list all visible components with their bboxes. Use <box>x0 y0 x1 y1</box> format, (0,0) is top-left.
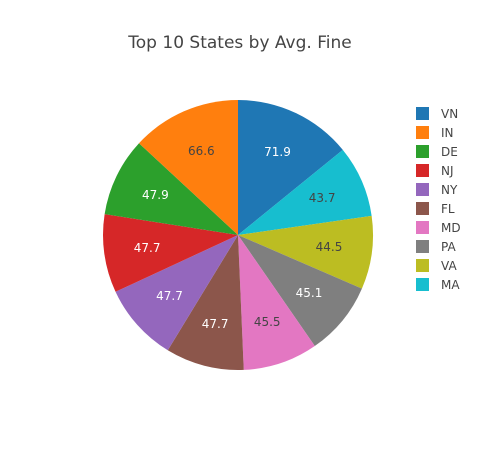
pie-slice-va[interactable] <box>238 215 373 289</box>
pie-slice-label-nj: 47.7 <box>134 241 161 255</box>
legend-swatch <box>416 278 429 291</box>
legend-item-va[interactable]: VA <box>416 256 480 275</box>
pie-slice-label-vn: 71.9 <box>264 145 291 159</box>
legend-swatch <box>416 240 429 253</box>
chart-title: Top 10 States by Avg. Fine <box>128 33 352 53</box>
pie-slice-vn[interactable] <box>238 100 343 235</box>
legend: VN IN DE NJ NY FL MD PA VA MA <box>416 104 480 294</box>
pie-slice-label-fl: 47.7 <box>202 317 229 331</box>
legend-label: FL <box>441 201 455 216</box>
legend-swatch <box>416 164 429 177</box>
legend-swatch <box>416 126 429 139</box>
legend-label: NY <box>441 182 458 197</box>
legend-item-nj[interactable]: NJ <box>416 161 480 180</box>
legend-swatch <box>416 221 429 234</box>
pie-slice-label-pa: 45.1 <box>296 286 323 300</box>
pie-slice-label-de: 47.9 <box>142 188 169 202</box>
legend-swatch <box>416 183 429 196</box>
pie-slice-in[interactable] <box>139 100 238 235</box>
legend-item-md[interactable]: MD <box>416 218 480 237</box>
legend-swatch <box>416 107 429 120</box>
legend-item-vn[interactable]: VN <box>416 104 480 123</box>
pie-slice-pa[interactable] <box>238 235 362 347</box>
legend-item-ny[interactable]: NY <box>416 180 480 199</box>
pie-slice-fl[interactable] <box>167 235 244 371</box>
pie-slice-label-ma: 43.7 <box>309 191 336 205</box>
legend-label: MD <box>441 220 461 235</box>
legend-label: VN <box>441 106 459 121</box>
pie-slice-md[interactable] <box>238 235 315 370</box>
legend-label: NJ <box>441 163 454 178</box>
pie-slice-labels: 71.9 43.7 44.5 45.1 45.5 47.7 47.7 47.7 47.9 66.6 <box>134 144 343 331</box>
legend-item-de[interactable]: DE <box>416 142 480 161</box>
pie-slice-label-ny: 47.7 <box>156 289 183 303</box>
pie-slices <box>103 100 373 371</box>
pie-slice-label-in: 66.6 <box>188 144 215 158</box>
pie-slice-nj[interactable] <box>103 214 238 292</box>
legend-label: IN <box>441 125 454 140</box>
legend-item-ma[interactable]: MA <box>416 275 480 294</box>
legend-item-fl[interactable]: FL <box>416 199 480 218</box>
legend-swatch <box>416 259 429 272</box>
legend-swatch <box>416 202 429 215</box>
legend-item-pa[interactable]: PA <box>416 237 480 256</box>
legend-item-in[interactable]: IN <box>416 123 480 142</box>
legend-label: PA <box>441 239 456 254</box>
pie-slice-ma[interactable] <box>238 149 372 235</box>
legend-label: DE <box>441 144 458 159</box>
legend-label: MA <box>441 277 460 292</box>
pie-slice-ny[interactable] <box>115 235 238 351</box>
pie-slice-label-va: 44.5 <box>316 240 343 254</box>
legend-swatch <box>416 145 429 158</box>
pie-slice-label-md: 45.5 <box>254 315 281 329</box>
pie-slice-de[interactable] <box>104 143 238 235</box>
legend-label: VA <box>441 258 457 273</box>
